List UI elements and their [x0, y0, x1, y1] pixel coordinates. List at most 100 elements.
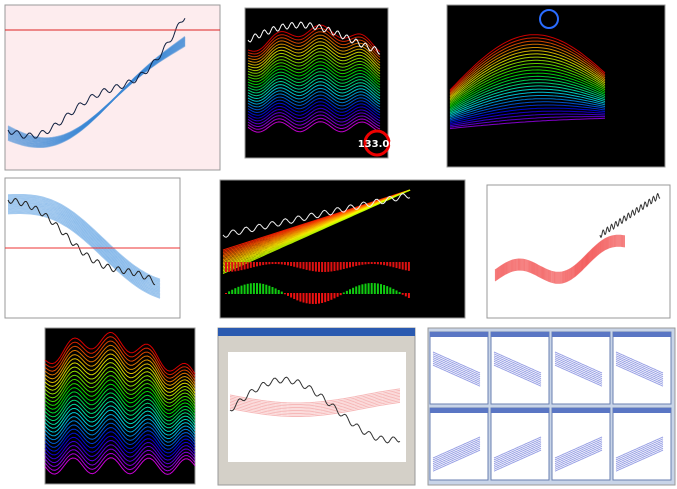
band-line: [615, 360, 664, 383]
band-line: [247, 61, 381, 83]
histogram-bar: [280, 291, 283, 294]
histogram-bar: [373, 262, 376, 265]
histogram-bar: [287, 262, 289, 266]
band-line: [494, 235, 626, 274]
callout-label: 133.00: [358, 139, 397, 150]
band-line: [7, 199, 161, 286]
band-line: [449, 78, 606, 111]
band-line: [615, 436, 664, 459]
band-line: [449, 75, 606, 110]
band-line: [44, 392, 196, 422]
band-line: [554, 357, 603, 380]
band-line: [554, 351, 603, 374]
band-line: [554, 355, 603, 378]
histogram-bar: [283, 262, 286, 265]
histogram-bar: [327, 262, 330, 272]
thumbnail: 133.00: [244, 7, 397, 159]
band-line: [44, 431, 196, 454]
band-line: [247, 34, 381, 61]
band-line: [615, 440, 664, 463]
band-line: [432, 444, 481, 466]
band-line: [449, 104, 606, 122]
histogram-bar: [271, 262, 274, 265]
band-line: [247, 71, 381, 91]
band-line: [432, 442, 481, 465]
band-line: [247, 121, 381, 133]
band-line: [493, 449, 542, 472]
price-line: [247, 21, 381, 55]
band-line: [494, 241, 626, 280]
histogram-bar: [358, 262, 361, 266]
band-line: [494, 245, 626, 284]
band-line: [44, 457, 196, 475]
band-line: [449, 56, 606, 101]
histogram-bar: [268, 285, 271, 294]
band-line: [615, 444, 664, 466]
histogram-bar: [246, 262, 249, 269]
band-line: [494, 243, 626, 282]
band-line: [247, 81, 381, 100]
histogram-bar: [367, 283, 370, 294]
histogram-bar: [231, 289, 234, 294]
band-line: [432, 440, 481, 463]
band-line: [449, 72, 606, 108]
histogram-bar: [404, 293, 407, 297]
band-line: [449, 47, 606, 97]
band-line: [247, 77, 381, 97]
band-line: [247, 57, 381, 80]
band-line: [44, 452, 196, 472]
histogram-bar: [305, 293, 308, 304]
band-line: [247, 91, 381, 108]
band-line: [432, 353, 481, 376]
band-line: [432, 364, 481, 387]
band-line: [44, 366, 196, 401]
band-line: [247, 47, 381, 72]
band-line: [449, 69, 606, 107]
price-line: [229, 376, 401, 444]
histogram-bar: [259, 262, 262, 266]
band-line: [44, 340, 196, 381]
band-line: [615, 357, 664, 380]
histogram-bar: [352, 287, 355, 294]
band-line: [432, 351, 481, 374]
band-line: [615, 359, 664, 381]
band-line: [247, 97, 381, 114]
band-line: [554, 449, 603, 472]
band-line: [44, 344, 196, 384]
band-line: [44, 383, 196, 415]
histogram-bar: [395, 290, 398, 294]
band-line: [493, 364, 542, 387]
histogram-bar: [318, 293, 320, 304]
histogram-bar: [274, 288, 277, 294]
mini-title: [430, 332, 488, 337]
band-line: [44, 375, 196, 408]
band-line: [449, 66, 606, 105]
histogram-bar: [339, 262, 342, 270]
band-line: [229, 388, 401, 404]
histogram-bar: [361, 284, 364, 294]
band-line: [554, 440, 603, 463]
histogram-bar: [305, 262, 308, 270]
band-line: [44, 357, 196, 394]
band-line: [493, 351, 542, 374]
band-line: [44, 370, 196, 404]
band-line: [449, 91, 606, 117]
histogram-bar: [265, 262, 268, 265]
band-line: [7, 196, 161, 283]
band-line: [44, 336, 196, 378]
band-line: [247, 37, 381, 64]
histogram-bar: [398, 262, 401, 269]
histogram-bar: [287, 293, 289, 296]
histogram-bar: [249, 283, 252, 294]
histogram-bar: [358, 285, 361, 294]
band-line: [432, 445, 481, 468]
histogram-bar: [364, 283, 367, 294]
histogram-bar: [299, 262, 302, 269]
band-line: [229, 401, 401, 417]
band-line: [494, 239, 626, 278]
histogram-bar: [225, 262, 227, 272]
histogram-bar: [349, 262, 351, 268]
histogram-bar: [231, 262, 234, 272]
band-line: [494, 240, 626, 279]
band-line: [449, 110, 606, 125]
